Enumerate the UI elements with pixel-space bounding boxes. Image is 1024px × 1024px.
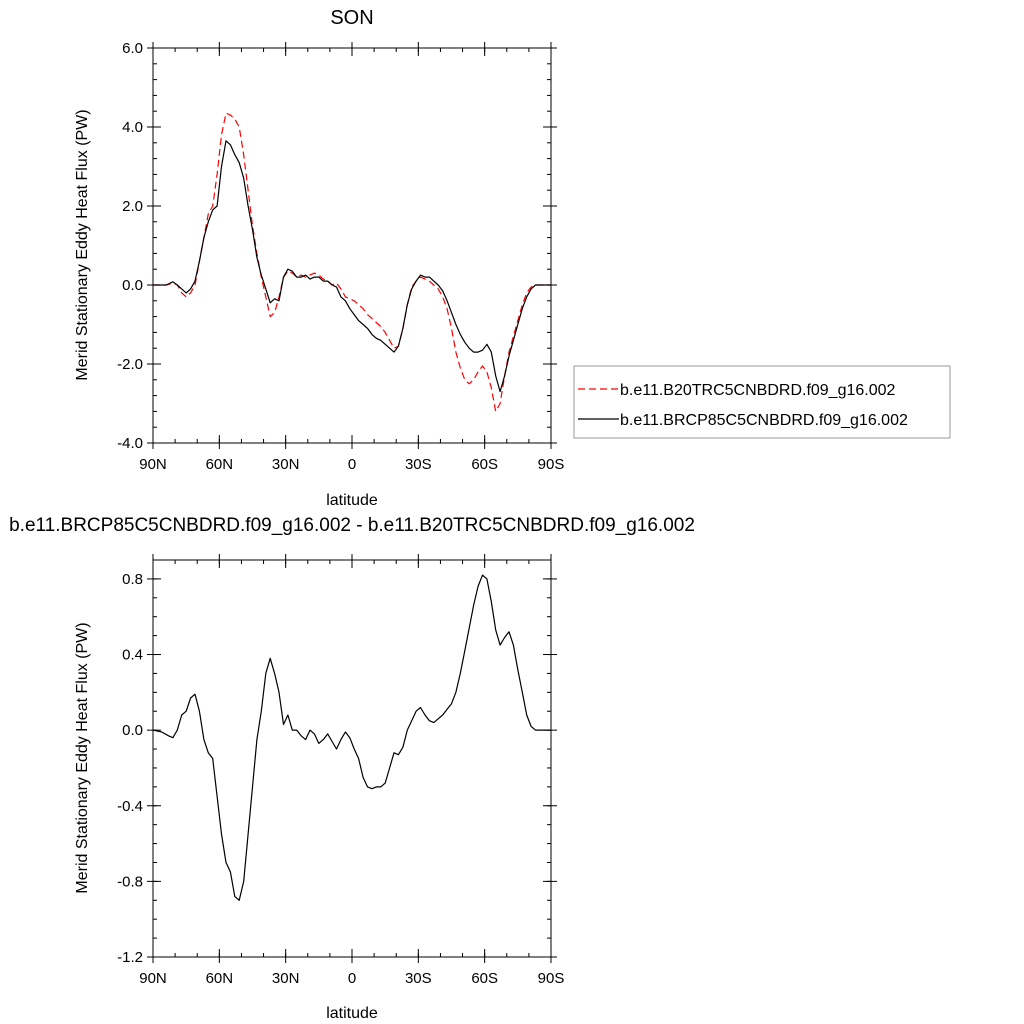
legend-box — [573, 365, 951, 439]
y-tick-label: 4.0 — [122, 119, 143, 136]
x-tick-label: 60N — [206, 970, 234, 987]
y-tick-label: 0.8 — [122, 571, 143, 588]
x-axis-label: latitude — [326, 492, 378, 509]
x-tick-label: 90S — [538, 970, 565, 987]
y-tick-label: 0.0 — [122, 722, 143, 739]
x-tick-label: 30S — [405, 456, 432, 473]
x-tick-label: 90N — [139, 456, 167, 473]
y-tick-label: -0.4 — [117, 798, 143, 815]
chart-son: SON -4.0 -2.0 0.0 2.0 4.0 6.0 90N 60N 30N 0 30S 60S… — [74, 7, 951, 509]
x-tick-label: 60S — [471, 456, 498, 473]
x-tick-label: 0 — [348, 970, 356, 987]
plot-area — [152, 574, 551, 901]
series-line-2 — [153, 140, 551, 393]
x-tick-label: 60S — [471, 970, 498, 987]
axes: -1.2 -0.8 -0.4 0.0 0.4 0.8 90N 60N 30N 0 30S 60S 90S — [117, 554, 564, 987]
legend: b.e11.B20TRC5CNBDRD.f09_g16.002 b.e11.BR… — [573, 365, 951, 439]
x-tick-label: 90N — [139, 970, 167, 987]
y-tick-label: -4.0 — [117, 435, 143, 452]
x-tick-label: 30N — [272, 456, 300, 473]
chart-difference: b.e11.BRCP85C5CNBDRD.f09_g16.002 - b.e11… — [9, 515, 695, 1022]
y-axis-label: Merid Stationary Eddy Heat Flux (PW) — [74, 109, 91, 380]
y-axis-label: Merid Stationary Eddy Heat Flux (PW) — [74, 622, 91, 893]
y-tick-label: 0.0 — [122, 277, 143, 294]
x-tick-label: 90S — [538, 456, 565, 473]
chart-title: SON — [330, 7, 373, 29]
series-line-1 — [152, 574, 551, 901]
y-tick-label: 6.0 — [122, 40, 143, 57]
y-tick-label: -0.8 — [117, 873, 143, 890]
plot-area — [153, 112, 551, 412]
y-tick-label: -2.0 — [117, 356, 143, 373]
legend-label-series-2: b.e11.BRCP85C5CNBDRD.f09_g16.002 — [620, 412, 908, 429]
x-tick-label: 30S — [405, 970, 432, 987]
y-tick-label: 0.4 — [122, 647, 143, 664]
legend-label-series-1: b.e11.B20TRC5CNBDRD.f09_g16.002 — [620, 382, 896, 399]
axes: -4.0 -2.0 0.0 2.0 4.0 6.0 90N 60N 30N 0 30S 60S 90S — [117, 40, 564, 473]
y-tick-label: -1.2 — [117, 949, 143, 966]
chart-title: b.e11.BRCP85C5CNBDRD.f09_g16.002 - b.e11… — [9, 515, 695, 536]
x-axis-label: latitude — [326, 1005, 378, 1022]
series-line-1 — [153, 112, 551, 412]
x-tick-label: 0 — [348, 456, 356, 473]
x-tick-label: 60N — [206, 456, 234, 473]
y-tick-label: 2.0 — [122, 198, 143, 215]
x-tick-label: 30N — [272, 970, 300, 987]
